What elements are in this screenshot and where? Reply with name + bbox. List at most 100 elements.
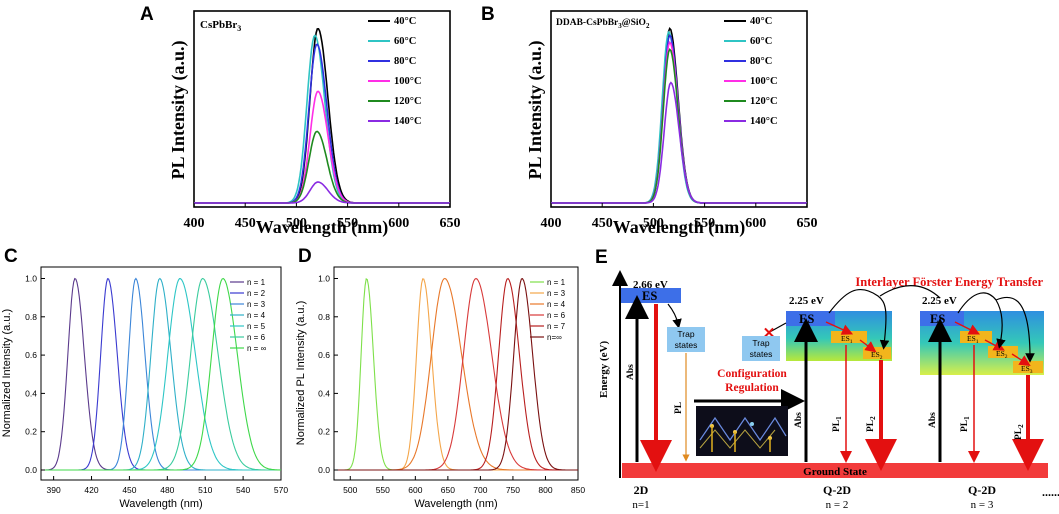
energy-axis-label: Energy (eV) (598, 341, 610, 398)
legend-label-3: n = 3 (247, 300, 266, 309)
col3-name: Q-2D (968, 483, 996, 497)
xtick-label-5: 600 (745, 216, 766, 231)
col3-transfer-arrow-1 (954, 321, 981, 335)
ytick-label-1: 0.0 (25, 465, 37, 475)
ytick-label-3: 0.4 (25, 388, 37, 398)
xtick-label-1: 400 (184, 216, 205, 231)
config-label-2: Regulation (725, 382, 779, 394)
ground-state-bar (622, 463, 1048, 478)
ytick-label-5: 0.8 (318, 312, 330, 322)
panel-b-frame (550, 10, 808, 208)
col2-energy: 2.25 eV (789, 295, 824, 307)
col1-trap-text-2: states (675, 340, 698, 350)
xtick-label-3: 500 (286, 216, 307, 231)
col2-pl1-label: PL1 (832, 416, 843, 432)
col1-n: n=1 (632, 499, 649, 511)
panel-d-ylabel: Normalized PL Intensity (a.u.) (295, 301, 307, 445)
xtick-label-5: 510 (198, 485, 212, 495)
xtick-label-6: 650 (797, 216, 818, 231)
col3-es-label: ES (930, 312, 945, 326)
panel-c: C n = 1 n = 2 n = 3 n = 4 n = 5 n = 6 n = ∞ 39… (1, 246, 288, 510)
col3-fret-arrow-2 (995, 296, 1035, 363)
ytick-label-2: 0.2 (25, 427, 37, 437)
panel-a-legend: 40°C 60°C 80°C 100°C 120°C 140°C (368, 16, 422, 127)
panel-a-label: A (140, 4, 154, 25)
panel-b-xticks: 400 450 500 550 600 650 (541, 203, 818, 231)
legend-label-4: n = 6 (547, 311, 566, 320)
panel-c-legend: n = 1 n = 2 n = 3 n = 4 n = 5 n = 6 n = ∞ (230, 278, 267, 353)
col2-es-label: ES (799, 312, 814, 326)
panel-c-label: C (4, 246, 18, 267)
panel-c-yticks: 0.0 0.2 0.4 0.6 0.8 1.0 (25, 273, 45, 475)
xtick-label-4: 550 (337, 216, 358, 231)
legend-label-5: n = 7 (547, 322, 566, 331)
col2-name: Q-2D (823, 483, 851, 497)
panel-b-xlabel: Wavelength (nm) (613, 217, 746, 238)
legend-label-1: n = 1 (547, 278, 566, 287)
legend-label-2: n = 2 (247, 289, 266, 298)
panel-d-xticks: 500 550 600 650 700 750 800 850 (343, 476, 585, 495)
series-line-6 (551, 81, 807, 204)
xtick-label-1: 500 (343, 485, 357, 495)
xtick-label-8: 850 (571, 485, 585, 495)
legend-label-5: 120°C (750, 96, 778, 107)
xtick-label-4: 650 (441, 485, 455, 495)
col2-trap-text: Trap (752, 338, 769, 348)
ytick-label-3: 0.4 (318, 388, 330, 398)
panel-b-ylabel: PL Intensity (a.u.) (525, 40, 546, 179)
col2-es1-label: ES1 (841, 334, 853, 345)
legend-label-6: 140°C (750, 116, 778, 127)
panel-a-xticks: 400 450 500 550 600 650 (184, 203, 461, 231)
panel-b-legend: 40°C 60°C 80°C 100°C 120°C 140°C (724, 16, 778, 127)
series-line-1 (41, 277, 281, 471)
series-line-6 (41, 277, 281, 471)
col1-trap-box (667, 327, 705, 352)
panel-c-xlabel: Wavelength (nm) (119, 498, 202, 510)
xtick-label-2: 450 (235, 216, 256, 231)
ytick-label-4: 0.6 (25, 350, 37, 360)
series-line-5 (41, 278, 281, 471)
col3-es1-label: ES1 (967, 334, 979, 345)
panel-a-frame (193, 10, 451, 208)
series-line-1 (334, 277, 578, 471)
panel-b-label: B (481, 4, 495, 25)
legend-label-7: n = ∞ (247, 344, 267, 353)
series-line-7 (41, 277, 281, 471)
series-line-3 (41, 277, 281, 471)
panel-a: A CsPbBr3 40°C 60°C 80°C 100°C 120°C 140°C 40… (140, 4, 461, 238)
xtick-label-2: 450 (592, 216, 613, 231)
series-line-5 (194, 130, 450, 204)
xtick-label-3: 450 (122, 485, 136, 495)
xtick-label-6: 540 (236, 485, 250, 495)
col3-energy: 2.25 eV (922, 295, 957, 307)
col3-n: n = 3 (971, 499, 994, 511)
crystal-structure-image (696, 406, 788, 456)
ytick-label-4: 0.6 (318, 350, 330, 360)
col2-n: n = 2 (826, 499, 849, 511)
xtick-label-7: 570 (274, 485, 288, 495)
xtick-label-5: 700 (473, 485, 487, 495)
col2-transfer-arrow-2 (859, 339, 877, 353)
col3-abs-label: Abs (928, 412, 938, 428)
panel-a-plot (194, 27, 450, 204)
col3-es2-label: ES2 (996, 349, 1008, 360)
series-line-6 (334, 278, 578, 471)
legend-label-1: n = 1 (247, 278, 266, 287)
ytick-label-2: 0.2 (318, 427, 330, 437)
panel-d-frame (333, 266, 579, 481)
panel-d-xlabel: Wavelength (nm) (414, 498, 497, 510)
col2-trap-text-2: states (750, 349, 773, 359)
panel-b: B DDAB-CsPbBr3@SiO2 40°C 60°C 80°C 100°C 120… (481, 4, 818, 238)
col3-es3-label: ES3 (1021, 364, 1033, 375)
series-line-6 (194, 181, 450, 204)
diagram-title: Interlayer Förster Energy Transfer (855, 275, 1043, 289)
ytick-label-6: 1.0 (318, 273, 330, 283)
legend-label-4: 100°C (750, 76, 778, 87)
series-line-4 (194, 90, 450, 204)
col3-pl1-label: PL1 (960, 416, 971, 432)
col1-pl-label: PL (674, 402, 684, 414)
legend-label-3: n = 4 (547, 300, 566, 309)
legend-label-2: n = 3 (547, 289, 566, 298)
panel-a-title: CsPbBr3 (200, 19, 241, 33)
